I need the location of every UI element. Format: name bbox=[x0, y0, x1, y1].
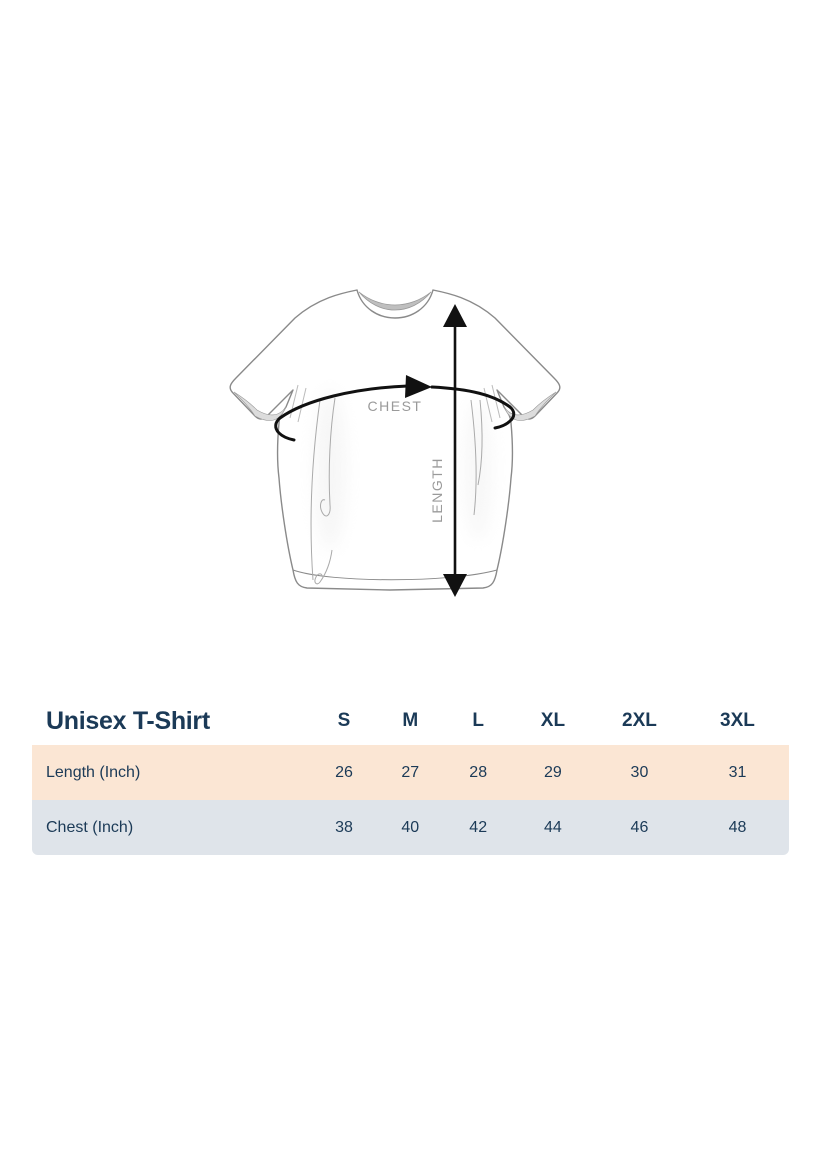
svg-text:CHEST: CHEST bbox=[368, 398, 423, 414]
svg-text:LENGTH: LENGTH bbox=[429, 457, 445, 523]
